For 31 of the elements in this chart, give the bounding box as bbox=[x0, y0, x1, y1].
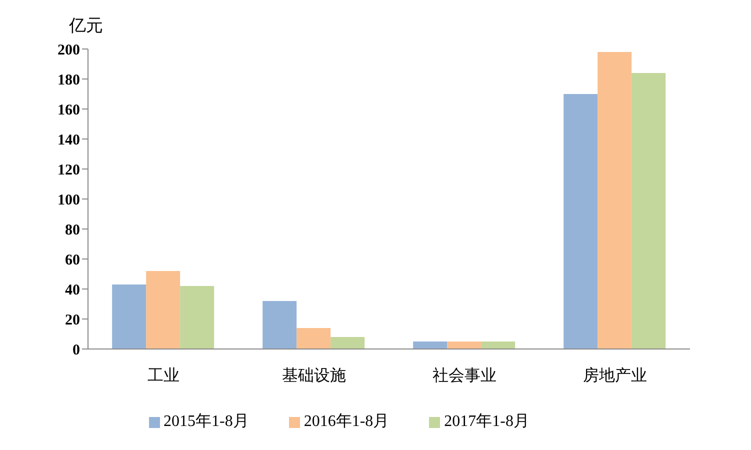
y-tick-label: 0 bbox=[72, 342, 80, 358]
y-tick-label: 120 bbox=[58, 162, 80, 178]
y-tick-label: 40 bbox=[65, 282, 80, 298]
y-axis-title: 亿元 bbox=[68, 16, 103, 36]
bar bbox=[112, 284, 146, 349]
bar bbox=[146, 271, 180, 349]
bar bbox=[296, 328, 331, 349]
bar bbox=[262, 301, 297, 349]
y-tick-label: 60 bbox=[65, 252, 80, 268]
bar bbox=[481, 342, 516, 349]
x-tick-label: 基础设施 bbox=[282, 365, 346, 384]
bar bbox=[632, 73, 666, 349]
y-tick-label: 160 bbox=[58, 102, 80, 118]
legend-label: 2017年1-8月 bbox=[444, 413, 530, 430]
x-tick-label: 房地产业 bbox=[582, 365, 647, 384]
y-tick-label: 140 bbox=[58, 132, 80, 148]
bar bbox=[413, 342, 448, 349]
bar bbox=[330, 337, 365, 349]
bar bbox=[598, 52, 632, 349]
legend-label: 2016年1-8月 bbox=[304, 413, 390, 430]
bar bbox=[447, 342, 482, 349]
y-tick-label: 80 bbox=[65, 222, 80, 238]
x-tick-label: 工业 bbox=[147, 365, 180, 384]
bar bbox=[180, 286, 214, 349]
y-tick-label: 180 bbox=[58, 72, 80, 88]
y-tick-label: 20 bbox=[65, 312, 80, 328]
legend-label: 2015年1-8月 bbox=[164, 413, 249, 430]
y-tick-label: 100 bbox=[58, 192, 80, 208]
x-tick-label: 社会事业 bbox=[432, 365, 496, 384]
bar bbox=[564, 94, 598, 349]
y-tick-label: 200 bbox=[58, 42, 80, 58]
